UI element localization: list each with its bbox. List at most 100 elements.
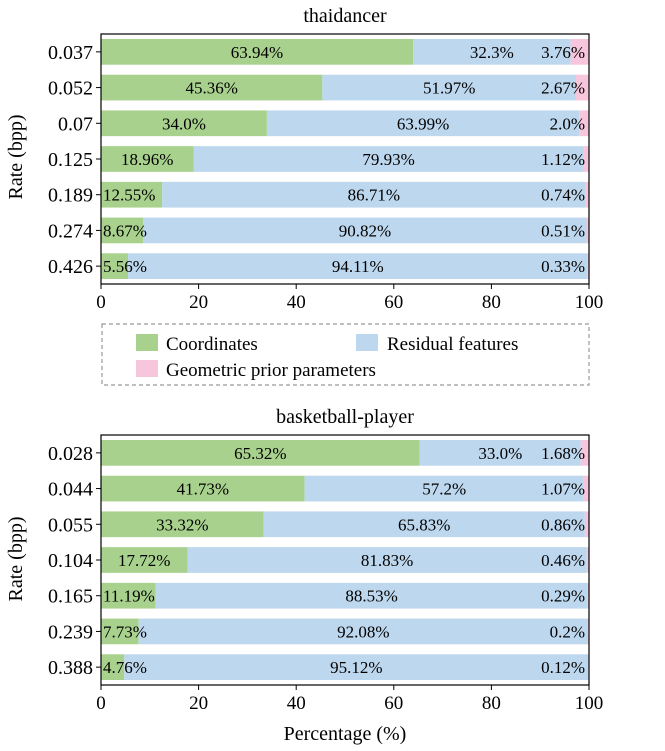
y-tick-label: 0.274 [48, 220, 93, 242]
y-tick-label: 0.426 [48, 256, 93, 278]
bar-coordinates [101, 217, 144, 244]
data-label: 51.97% [423, 79, 475, 98]
bars-group [101, 39, 590, 279]
data-label: 45.36% [185, 79, 237, 98]
data-label: 0.33% [541, 257, 585, 276]
x-tick-label: 100 [575, 292, 604, 313]
data-label: 63.99% [397, 114, 449, 133]
y-tick-label: 0.104 [48, 550, 93, 572]
data-label: 41.73% [177, 480, 229, 499]
data-label: 1.07% [541, 480, 585, 499]
data-label: 0.12% [541, 658, 585, 677]
bar-coordinates [101, 181, 163, 208]
x-tick-label: 60 [384, 292, 403, 313]
bar-residual-features [413, 39, 571, 65]
data-label: 18.96% [121, 150, 173, 169]
data-label: 1.12% [541, 150, 585, 169]
data-label: 2.0% [550, 114, 585, 133]
x-tick-label: 60 [384, 693, 403, 714]
legend-frame [101, 323, 590, 386]
bar-geometric-prior-parameters [585, 181, 589, 208]
bar-residual-features [266, 110, 580, 137]
data-label: 86.71% [348, 186, 400, 205]
bar-residual-features [193, 146, 584, 172]
y-ticks-group: 0.028 0.044 0.055 0.104 0.165 0.239 0.388 [48, 443, 101, 679]
data-label: 65.83% [398, 515, 450, 534]
data-label: 88.53% [345, 587, 397, 606]
data-label: 3.76% [541, 43, 585, 62]
chart-thaidancer: thaidancer Rate (bpp) 63.94% 32.3% 3.76% 45… [5, 5, 603, 313]
bar-geometric-prior-parameters [587, 253, 589, 279]
y-ticks-group: 0.037 0.052 0.07 0.125 0.189 0.274 0.426 [48, 42, 101, 278]
bars-group [101, 440, 590, 680]
data-label: 4.76% [103, 658, 147, 677]
chart-title: basketball-player [276, 406, 414, 428]
data-label: 1.68% [541, 444, 585, 463]
data-label: 8.67% [103, 221, 147, 240]
bar-geometric-prior-parameters [570, 39, 589, 65]
data-label: 65.32% [234, 444, 286, 463]
bar-geometric-prior-parameters [587, 582, 590, 609]
x-ticks-group: 0 20 40 60 80 100 [96, 284, 603, 313]
bar-residual-features [419, 440, 581, 466]
x-tick-label: 40 [287, 292, 306, 313]
bar-residual-features [143, 217, 587, 244]
bar-residual-features [162, 181, 586, 208]
bar-coordinates [101, 547, 188, 573]
y-tick-label: 0.055 [48, 514, 93, 536]
bar-coordinates [101, 654, 125, 680]
data-label: 94.11% [332, 257, 384, 276]
y-tick-label: 0.239 [48, 621, 93, 643]
bar-geometric-prior-parameters [586, 547, 590, 573]
bar-geometric-prior-parameters [583, 475, 589, 502]
legend-swatch-coordinates [136, 334, 158, 351]
bar-geometric-prior-parameters [575, 74, 589, 101]
bar-residual-features [322, 74, 576, 101]
data-label: 33.0% [478, 444, 522, 463]
x-tick-label: 20 [189, 693, 208, 714]
x-tick-label: 80 [482, 693, 501, 714]
bar-residual-features [138, 618, 589, 645]
legend-label-geometric: Geometric prior parameters [166, 360, 376, 381]
data-label: 0.2% [550, 622, 585, 641]
legend-swatch-geometric [136, 360, 158, 377]
bar-residual-features [263, 511, 585, 538]
data-label: 0.29% [541, 587, 585, 606]
legend: Coordinates Residual features Geometric … [101, 323, 590, 386]
y-tick-label: 0.165 [48, 586, 93, 608]
data-label: 90.82% [339, 221, 391, 240]
x-tick-label: 0 [96, 693, 106, 714]
y-tick-label: 0.028 [48, 443, 93, 465]
data-label: 33.32% [156, 515, 208, 534]
bar-coordinates [101, 511, 264, 538]
x-ticks-group: 0 20 40 60 80 100 [96, 685, 603, 714]
data-label: 7.73% [103, 622, 147, 641]
data-label: 63.94% [231, 43, 283, 62]
bar-geometric-prior-parameters [583, 146, 590, 172]
data-labels-group: 65.32% 33.0% 1.68% 41.73% 57.2% 1.07% 33.32% 65… [103, 444, 585, 677]
bar-geometric-prior-parameters [580, 440, 589, 466]
x-axis-label: Percentage (%) [284, 723, 407, 745]
bar-residual-features [128, 253, 588, 279]
chart-title: thaidancer [303, 5, 387, 27]
y-axis-label: Rate (bpp) [5, 115, 27, 200]
data-label: 79.93% [362, 150, 414, 169]
data-label: 34.0% [162, 114, 206, 133]
data-label: 0.46% [541, 551, 585, 570]
legend-swatch-residual [356, 334, 378, 351]
data-label: 17.72% [118, 551, 170, 570]
x-tick-label: 80 [482, 292, 501, 313]
x-tick-label: 100 [575, 693, 604, 714]
chart-basketball-player: basketball-player Rate (bpp) 65.32% 33.0%… [5, 406, 603, 745]
bar-coordinates [101, 146, 194, 172]
bar-coordinates [101, 74, 323, 101]
data-label: 12.55% [103, 186, 155, 205]
data-label: 32.3% [470, 43, 514, 62]
plot-frame [100, 434, 590, 686]
data-label: 2.67% [541, 79, 585, 98]
data-label: 92.08% [337, 622, 389, 641]
data-label: 0.51% [541, 221, 585, 240]
y-tick-label: 0.07 [58, 113, 93, 135]
bar-coordinates [101, 39, 414, 65]
